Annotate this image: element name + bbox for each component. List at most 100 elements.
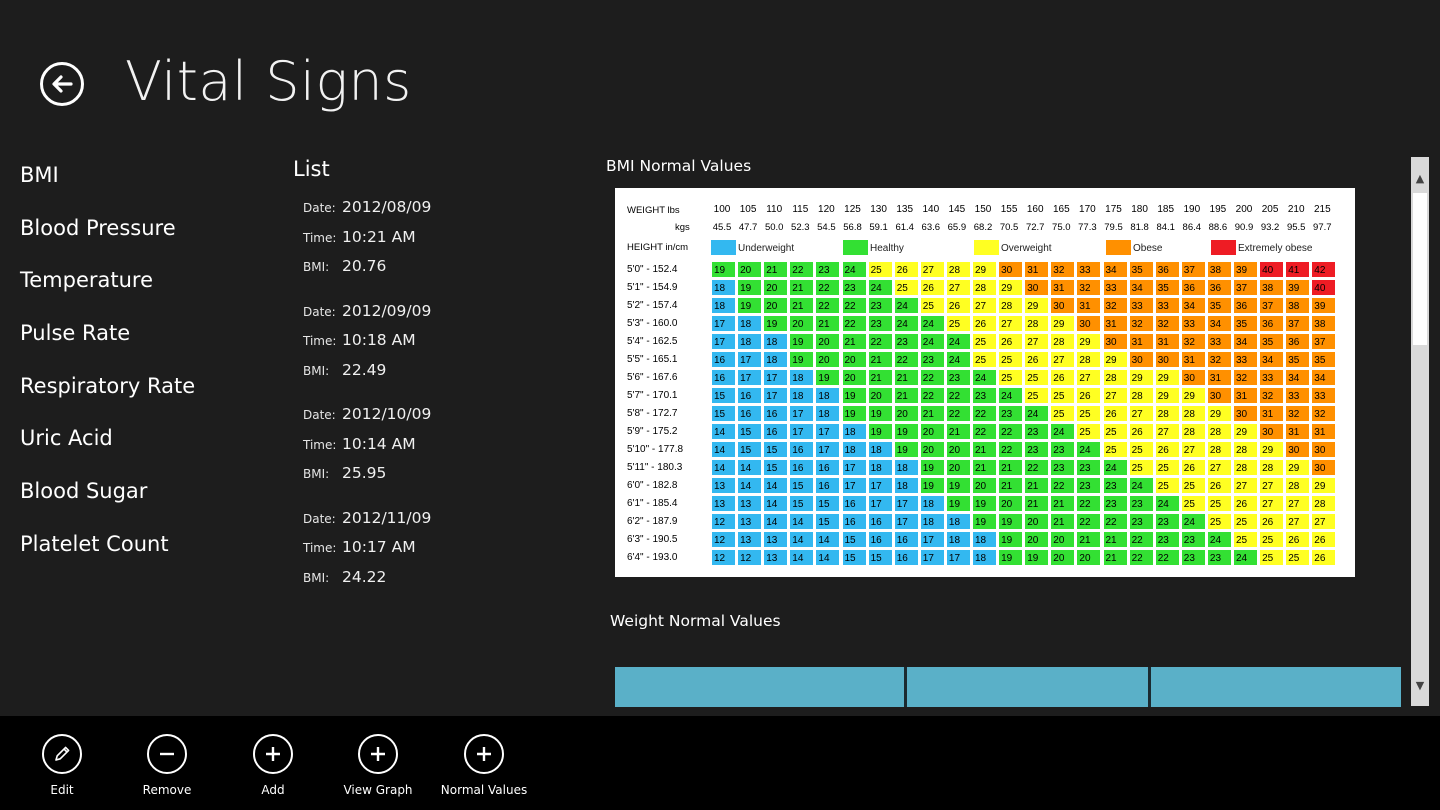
legend-swatch [1106, 240, 1131, 255]
normal-values-label: Normal Values [440, 783, 528, 797]
nav-item-blood-pressure[interactable]: Blood Pressure [20, 215, 176, 240]
bmi-cell: 18 [867, 441, 893, 458]
bmi-cell: 25 [998, 351, 1024, 368]
bmi-cell: 26 [972, 315, 997, 332]
bmi-cell: 14 [711, 423, 736, 440]
time-label: Time: [303, 334, 337, 348]
bmi-cell: 26 [1206, 477, 1232, 494]
weight-lbs-header: 200 [1235, 204, 1253, 215]
bmi-cell: 35 [1128, 261, 1154, 278]
bmi-cell: 17 [945, 549, 971, 566]
bmi-cell: 25 [1259, 531, 1285, 548]
weight-lbs-header: 210 [1287, 204, 1305, 215]
bmi-cell: 22 [945, 387, 971, 404]
scroll-thumb[interactable] [1413, 193, 1427, 345]
bmi-cell: 19 [998, 531, 1024, 548]
bmi-cell: 25 [1233, 531, 1258, 548]
back-button[interactable] [40, 62, 84, 106]
weight-kgs-header: 72.7 [1025, 222, 1045, 233]
nav-item-platelet-count[interactable]: Platelet Count [20, 531, 169, 556]
bmi-cell: 21 [789, 279, 815, 296]
bmi-cell: 17 [711, 315, 736, 332]
height-row-label: 5'4" - 162.5 [627, 336, 678, 347]
bmi-cell: 19 [737, 279, 763, 296]
remove-button[interactable]: Remove [112, 734, 222, 797]
bmi-cell: 19 [815, 369, 841, 386]
bmi-cell: 22 [893, 351, 919, 368]
bmi-cell: 22 [815, 297, 841, 314]
bmi-cell: 20 [737, 261, 763, 278]
bmi-cell: 30 [1285, 441, 1311, 458]
bmi-cell: 20 [867, 387, 893, 404]
list-item[interactable]: Date: 2012/10/09 Time: 10:14 AM BMI: 25.95 [303, 405, 431, 494]
bmi-cell: 18 [763, 351, 789, 368]
bmi-cell: 31 [1128, 333, 1154, 350]
time-label: Time: [303, 437, 337, 452]
weight-kgs-header: 50.0 [764, 222, 784, 233]
bmi-cell: 29 [1311, 477, 1337, 494]
weight-lbs-header: 160 [1026, 204, 1044, 215]
bmi-cell: 19 [998, 549, 1024, 566]
weight-lbs-header: 135 [896, 204, 914, 215]
list-item[interactable]: Date: 2012/08/09 Time: 10:21 AM BMI: 20.76 [303, 198, 431, 287]
bmi-cell: 30 [1128, 351, 1154, 368]
weight-kgs-header: 90.9 [1234, 222, 1254, 233]
bmi-cell: 20 [1050, 531, 1076, 548]
list-item[interactable]: Date: 2012/11/09 Time: 10:17 AM BMI: 24.22 [303, 509, 431, 598]
bmi-cell: 14 [815, 531, 841, 548]
nav-item-respiratory-rate[interactable]: Respiratory Rate [20, 373, 196, 398]
bmi-cell: 19 [867, 423, 893, 440]
bmi-cell: 14 [789, 513, 815, 530]
normal-values-button[interactable]: Normal Values [429, 734, 539, 797]
bmi-cell: 20 [945, 459, 971, 476]
bmi-cell: 30 [1206, 387, 1232, 404]
nav-item-bmi[interactable]: BMI [20, 163, 59, 187]
scroll-down-icon[interactable]: ▼ [1415, 678, 1425, 692]
bmi-cell: 16 [867, 513, 893, 530]
edit-button[interactable]: Edit [7, 734, 117, 797]
bmi-cell: 16 [763, 405, 789, 422]
vertical-scrollbar[interactable]: ▲ ▼ [1411, 157, 1429, 706]
bmi-cell: 21 [972, 459, 997, 476]
weight-lbs-header: 125 [844, 204, 861, 215]
bmi-cell: 20 [919, 423, 945, 440]
bmi-cell: 23 [1024, 441, 1050, 458]
bmi-cell: 24 [1154, 495, 1180, 512]
nav-item-uric-acid[interactable]: Uric Acid [20, 426, 113, 451]
view-graph-button[interactable]: View Graph [323, 734, 433, 797]
nav-item-blood-sugar[interactable]: Blood Sugar [20, 479, 148, 504]
bmi-cell: 13 [763, 531, 789, 548]
record-time: 10:18 AM [342, 331, 416, 349]
record-time: 10:21 AM [342, 227, 416, 246]
bmi-cell: 25 [998, 369, 1024, 386]
bmi-cell: 14 [789, 549, 815, 566]
add-button[interactable]: Add [218, 734, 328, 797]
height-row-label: 6'3" - 190.5 [627, 534, 678, 545]
bmi-cell: 24 [1102, 459, 1128, 476]
bmi-cell: 25 [1154, 477, 1180, 494]
bmi-cell: 18 [711, 279, 736, 296]
bmi-cell: 20 [815, 333, 841, 350]
bmi-cell: 26 [1233, 495, 1258, 512]
height-row-label: 5'7" - 170.1 [627, 390, 678, 401]
bmi-cell: 31 [1180, 351, 1206, 368]
bmi-cell: 36 [1180, 279, 1206, 296]
bmi-cell: 29 [1154, 387, 1180, 404]
bmi-cell: 21 [815, 315, 841, 332]
bmi-cell: 18 [737, 315, 763, 332]
bmi-cell: 20 [841, 369, 867, 386]
bmi-cell: 38 [1259, 279, 1285, 296]
nav-item-pulse-rate[interactable]: Pulse Rate [20, 321, 131, 346]
bmi-cell: 19 [841, 405, 867, 422]
weight-lbs-header: 175 [1105, 204, 1122, 215]
weight-bar-segment [615, 667, 907, 707]
list-item[interactable]: Date: 2012/09/09 Time: 10:18 AM BMI: 22.49 [303, 302, 431, 391]
nav-item-temperature[interactable]: Temperature [20, 268, 154, 293]
bmi-cell: 18 [711, 297, 736, 314]
bmi-cell: 36 [1206, 279, 1232, 296]
bmi-cell: 16 [711, 369, 736, 386]
bmi-cell: 23 [1102, 495, 1128, 512]
bmi-cell: 17 [711, 333, 736, 350]
scroll-up-icon[interactable]: ▲ [1415, 171, 1425, 185]
bmi-cell: 23 [1076, 459, 1102, 476]
